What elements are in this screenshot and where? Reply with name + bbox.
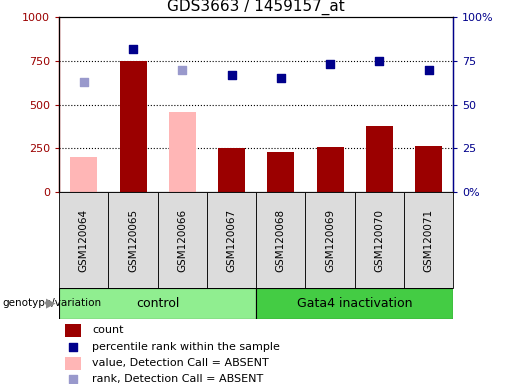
Point [326, 61, 334, 68]
Text: GSM120067: GSM120067 [227, 209, 236, 271]
Bar [355, 192, 404, 288]
Bar [366, 126, 393, 192]
Bar [218, 148, 245, 192]
Point [424, 67, 433, 73]
Bar [317, 147, 344, 192]
Text: GSM120069: GSM120069 [325, 209, 335, 271]
Text: GSM120066: GSM120066 [177, 209, 187, 271]
Bar [267, 152, 295, 192]
Bar [71, 157, 97, 192]
Text: count: count [92, 326, 124, 336]
Text: genotype/variation: genotype/variation [3, 298, 101, 308]
Title: GDS3663 / 1459157_at: GDS3663 / 1459157_at [167, 0, 345, 15]
Bar [207, 192, 256, 288]
Point [68, 344, 77, 350]
Text: percentile rank within the sample: percentile rank within the sample [92, 342, 280, 352]
Bar [59, 288, 256, 319]
Point [80, 79, 88, 85]
Bar [169, 112, 196, 192]
Text: rank, Detection Call = ABSENT: rank, Detection Call = ABSENT [92, 374, 264, 384]
Text: GSM120064: GSM120064 [79, 209, 89, 271]
Bar [158, 192, 207, 288]
Bar [109, 192, 158, 288]
Bar [305, 192, 355, 288]
Text: value, Detection Call = ABSENT: value, Detection Call = ABSENT [92, 358, 269, 368]
Bar [256, 288, 453, 319]
Text: GSM120070: GSM120070 [374, 209, 384, 271]
Point [228, 72, 236, 78]
Text: GSM120065: GSM120065 [128, 209, 138, 271]
Text: control: control [136, 297, 179, 310]
Bar [415, 146, 442, 192]
Point [375, 58, 384, 64]
Bar [65, 357, 81, 370]
Text: GSM120071: GSM120071 [423, 209, 434, 271]
Text: GSM120068: GSM120068 [276, 209, 286, 271]
Bar [256, 192, 305, 288]
Bar [59, 192, 109, 288]
Point [277, 75, 285, 81]
Text: ▶: ▶ [46, 297, 55, 310]
Point [68, 376, 77, 382]
Bar [65, 324, 81, 337]
Bar [404, 192, 453, 288]
Point [129, 46, 137, 52]
Text: Gata4 inactivation: Gata4 inactivation [297, 297, 413, 310]
Point [178, 67, 186, 73]
Bar [119, 61, 147, 192]
